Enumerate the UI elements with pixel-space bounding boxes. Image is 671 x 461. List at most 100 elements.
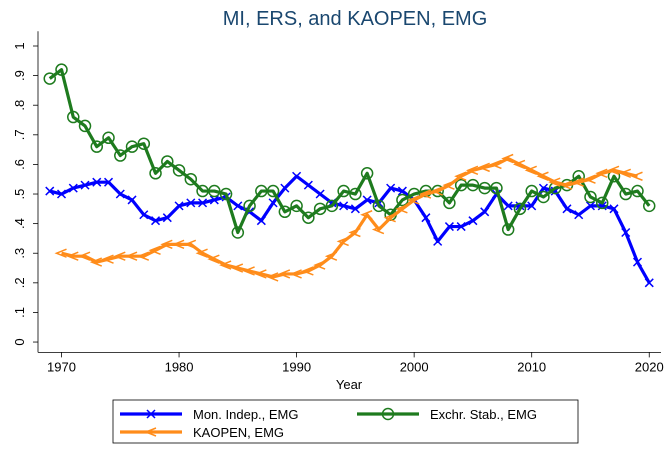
marker [183,239,197,250]
marker [55,63,68,76]
marker [149,167,162,180]
y-tick-label: 1 [12,42,27,49]
x-tick-label: 2010 [517,359,546,374]
marker [66,251,79,261]
marker [632,257,643,267]
marker [290,199,303,213]
marker [256,216,266,226]
marker [278,205,292,219]
y-tick-label: .1 [12,307,27,318]
marker [525,184,538,198]
marker [444,222,454,232]
marker [115,189,125,199]
marker [184,172,198,186]
marker [490,181,503,195]
marker [606,165,620,176]
marker [630,171,643,181]
y-tick-label: .3 [12,248,27,259]
marker [536,171,549,181]
marker [127,195,137,205]
x-tick-label: 1970 [47,359,76,374]
marker [324,251,338,261]
marker [160,239,173,250]
marker [78,119,92,133]
marker [350,204,360,214]
marker [468,216,478,226]
marker [583,174,596,184]
marker [538,183,548,193]
marker [548,177,561,187]
marker [513,202,527,216]
marker [371,224,385,235]
marker [137,137,151,150]
y-tick-label: .9 [12,70,27,81]
marker [230,263,244,273]
marker [618,168,632,178]
marker [362,195,372,205]
marker [277,269,291,279]
marker [254,269,267,279]
marker [195,248,208,258]
marker [433,236,443,246]
marker [386,183,396,193]
marker [207,254,220,264]
marker [303,180,313,190]
marker [151,216,161,226]
marker [501,153,514,164]
marker [313,202,327,216]
marker [148,245,161,255]
marker [289,269,302,279]
x-tick-label: 2020 [635,359,664,374]
marker [243,199,256,213]
marker [242,266,255,276]
legend-label: KAOPEN, EMG [193,425,284,440]
marker [609,204,619,214]
marker [92,177,102,187]
marker [45,186,55,196]
y-tick-label: .2 [12,277,27,288]
chart-title: MI, ERS, and KAOPEN, EMG [223,8,488,30]
marker [489,159,502,170]
marker [209,195,219,205]
marker [454,178,468,192]
marker [161,155,174,168]
marker [315,189,325,199]
marker [501,223,515,236]
y-tick-label: .7 [12,129,27,140]
x-tick-label: 2000 [400,359,429,374]
marker [584,190,597,204]
marker [465,165,479,176]
marker [266,184,280,198]
marker [339,201,349,211]
marker [325,199,339,213]
y-tick-label: .4 [12,218,27,229]
marker [381,407,395,421]
marker [301,266,314,276]
marker [77,251,91,261]
legend-label: Exchr. Stab., EMG [430,407,537,422]
marker [196,184,209,198]
x-axis-label: Year [336,377,363,392]
marker [430,186,443,196]
marker [102,131,115,145]
marker [113,251,126,261]
marker [136,251,150,261]
marker [80,180,90,190]
marker [595,168,608,178]
marker [537,190,550,204]
marker [233,201,243,211]
marker [644,278,654,288]
marker [443,196,456,210]
x-tick-label: 1990 [282,359,311,374]
marker [397,186,407,196]
marker [524,165,537,176]
marker [139,210,149,220]
marker [407,195,420,205]
marker [372,199,386,213]
marker [503,201,513,211]
x-tick-label: 1980 [165,359,194,374]
marker [336,236,349,247]
y-tick-label: 0 [12,338,27,345]
marker [67,110,80,124]
